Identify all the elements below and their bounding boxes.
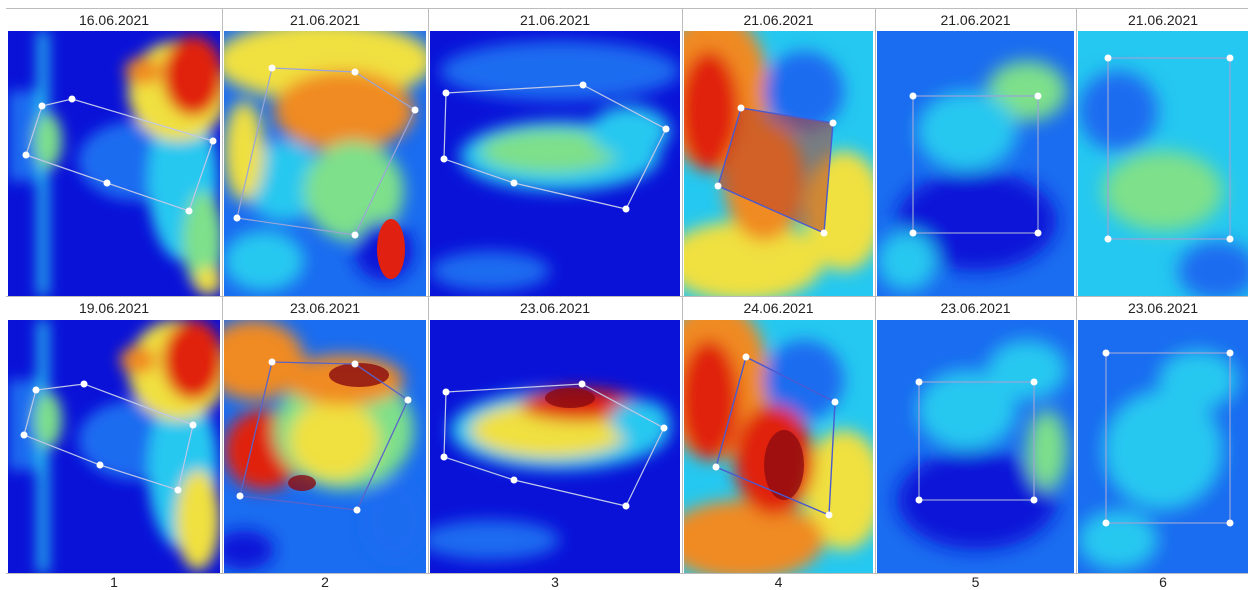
column-divider (222, 8, 223, 574)
column-divider (682, 8, 683, 574)
column-number-4: 4 (774, 574, 783, 590)
date-label-bottom-2: 23.06.2021 (289, 300, 361, 316)
heatmap-panel-4-bottom (684, 320, 873, 573)
date-label-bottom-3: 23.06.2021 (519, 300, 591, 316)
date-label-top-5: 21.06.2021 (940, 12, 1011, 28)
heatmap-panel-2-top (224, 31, 426, 296)
column-number-5: 5 (971, 574, 980, 590)
date-label-top-6: 21.06.2021 (1127, 12, 1199, 28)
date-label-bottom-5: 23.06.2021 (940, 300, 1011, 316)
date-label-bottom-6: 23.06.2021 (1127, 300, 1199, 316)
column-divider (875, 8, 876, 574)
date-label-top-3: 21.06.2021 (519, 12, 591, 28)
date-label-bottom-1: 19.06.2021 (78, 300, 150, 316)
heatmap-panel-6-bottom (1078, 320, 1248, 573)
bottom-border (6, 573, 1248, 574)
date-label-top-2: 21.06.2021 (289, 12, 361, 28)
heatmap-panel-5-top (877, 31, 1074, 296)
heatmap-panel-3-top (430, 31, 680, 296)
top-border (6, 8, 1248, 9)
date-label-top-4: 21.06.2021 (743, 12, 814, 28)
date-label-top-1: 16.06.2021 (78, 12, 150, 28)
heatmap-panel-4-top (684, 31, 873, 296)
column-number-1: 1 (110, 574, 118, 590)
heatmap-panel-1-bottom (8, 320, 220, 573)
column-number-6: 6 (1159, 574, 1167, 590)
heatmap-panel-2-bottom (224, 320, 426, 573)
heatmap-panel-1-top (8, 31, 220, 296)
column-divider (1076, 8, 1077, 574)
heatmap-panel-6-top (1078, 31, 1248, 296)
column-number-3: 3 (551, 574, 559, 590)
date-label-bottom-4: 24.06.2021 (743, 300, 814, 316)
heatmap-panel-5-bottom (877, 320, 1074, 573)
column-number-2: 2 (321, 574, 329, 590)
column-divider (428, 8, 429, 574)
heatmap-panel-3-bottom (430, 320, 680, 573)
row-divider (6, 296, 1248, 297)
